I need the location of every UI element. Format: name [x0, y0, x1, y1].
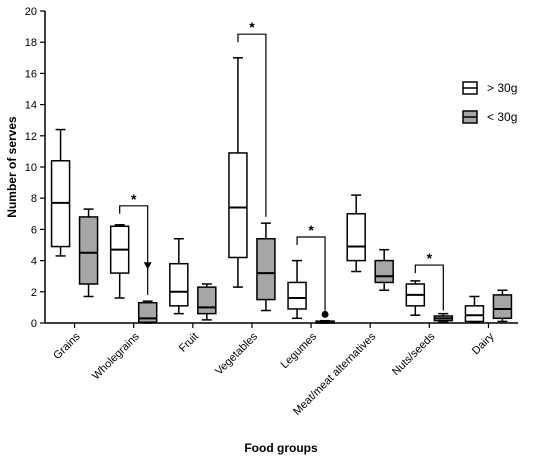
y-tick-label: 2	[31, 287, 37, 299]
bracket-line	[237, 33, 267, 217]
y-tick-label: 4	[31, 256, 37, 268]
box-below-30g	[137, 300, 158, 324]
significance-bracket: *	[296, 222, 326, 311]
legend-item: > 30g	[462, 81, 517, 95]
y-tick-label: 0	[31, 318, 37, 330]
box-above-30g	[346, 194, 366, 273]
y-tick-label: 8	[31, 193, 37, 205]
box-iqr	[169, 262, 189, 307]
x-axis-title: Food groups	[244, 441, 318, 455]
bracket-line	[414, 264, 444, 311]
significance-label: *	[249, 19, 255, 35]
significance-bracket: *	[119, 191, 149, 295]
x-tick-label: Fruit	[177, 331, 201, 355]
significance-bracket: *	[237, 19, 267, 217]
x-tick-label: Legumes	[279, 330, 320, 371]
y-tick-label: 18	[25, 37, 37, 49]
box-above-30g	[287, 259, 307, 320]
box-above-30g	[228, 57, 248, 288]
x-tick-label: Wholegrains	[90, 330, 142, 382]
box-below-30g	[78, 208, 99, 298]
box-iqr	[374, 259, 394, 284]
box-iqr	[346, 213, 366, 262]
x-tick-label: Vegetables	[213, 330, 260, 377]
y-tick-label: 10	[25, 162, 37, 174]
box-above-30g	[50, 128, 71, 257]
box-below-30g	[492, 289, 513, 323]
box-below-30g	[256, 222, 276, 312]
plot-area: * * * *	[50, 19, 513, 324]
y-tick-label: 6	[31, 224, 37, 236]
box-below-30g	[315, 319, 335, 324]
box-iqr	[228, 152, 248, 259]
box-below-30g	[197, 283, 217, 321]
outlier-marker	[321, 310, 329, 318]
legend-label: > 30g	[487, 81, 517, 95]
legend-item: < 30g	[462, 110, 517, 124]
box-above-30g	[405, 280, 426, 316]
y-tick-label: 20	[25, 6, 37, 18]
bracket-line	[296, 236, 326, 311]
box-below-30g	[374, 248, 394, 291]
y-tick-label: 12	[25, 131, 37, 143]
box-iqr	[464, 305, 485, 323]
box-iqr	[197, 286, 217, 315]
significance-label: *	[308, 222, 314, 238]
bracket-line	[119, 205, 149, 295]
box-above-30g	[109, 223, 130, 299]
box-iqr	[256, 238, 276, 301]
significance-bracket: *	[414, 250, 444, 311]
x-tick-label: Nuts/seeds	[390, 330, 438, 378]
y-tick-label: 14	[25, 100, 37, 112]
legend: > 30g < 30g	[462, 81, 517, 124]
legend-label: < 30g	[487, 110, 517, 124]
box-above-30g	[464, 295, 485, 323]
x-tick-label: Dairy	[470, 330, 497, 357]
box-iqr	[287, 281, 307, 310]
y-axis-title: Number of serves	[5, 116, 19, 218]
axes-layer: 0 2 4 6 8 10 12 14 16 18 20 Grains Wholegrains Fruit V…	[25, 6, 518, 418]
box-above-30g	[169, 238, 189, 315]
x-tick-label: Grains	[51, 330, 83, 362]
significance-label: *	[427, 250, 433, 266]
box-iqr	[492, 294, 513, 320]
significance-label: *	[131, 191, 137, 207]
y-tick-label: 16	[25, 68, 37, 80]
box-below-30g	[433, 312, 454, 323]
box-iqr	[78, 216, 99, 285]
